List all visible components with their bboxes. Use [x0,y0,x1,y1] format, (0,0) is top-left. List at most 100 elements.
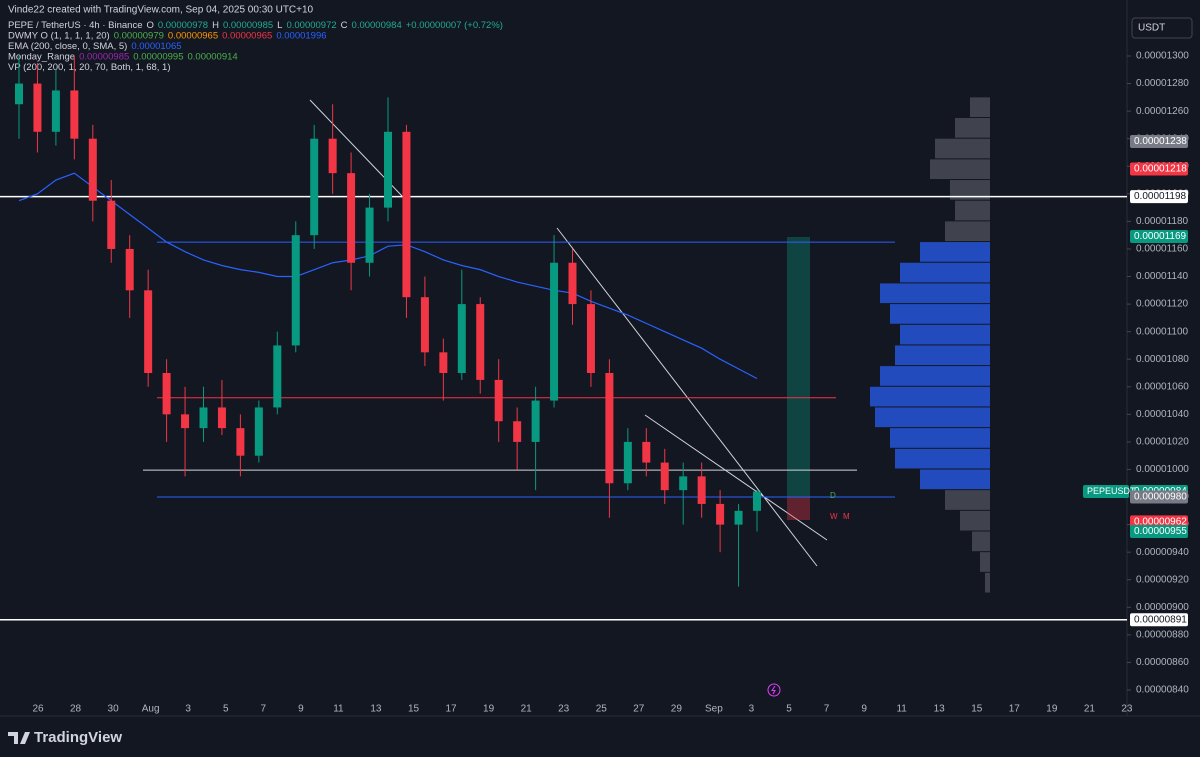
level-mark: D [830,491,836,500]
x-tick-label: 30 [108,704,120,715]
y-tick-label: 0.00001300 [1136,51,1189,62]
x-tick-label: 23 [1121,704,1133,715]
symbol-tag-label: PEPEUSDT [1087,486,1136,496]
x-tick-label: 11 [333,704,344,715]
y-tick-label: 0.00001060 [1136,381,1189,392]
event-bolt [771,685,776,695]
y-tick-label: 0.00001160 [1136,244,1189,255]
currency-button[interactable] [1131,17,1193,39]
candle-body [513,421,522,442]
candle-body [347,173,356,263]
y-tick-label: 0.00000880 [1136,630,1189,641]
volume-profile-bar [950,180,990,200]
legend-item: DWMY O (1, 1, 1, 1, 20) [8,30,110,41]
legend-item: 0.00000914 [187,51,237,62]
x-tick-label: 3 [749,704,755,715]
candle-body [384,131,392,208]
drawings [309,99,828,697]
volume-profile-bar [880,366,990,386]
candle-body [476,304,485,380]
chart-title: Vinde22 created with TradingView.com, Se… [8,5,314,16]
volume-profile-bar [955,118,990,138]
x-tick-label: 19 [1046,704,1058,715]
x-tick-label: 9 [298,704,304,715]
price-tag [1130,162,1188,176]
volume-profile-bar [960,510,990,531]
candle-body [439,352,448,373]
x-tick-label: 21 [1084,704,1096,715]
volume-profile-bar [875,407,990,428]
volume-profile-bar [870,386,990,407]
price-tag [1130,134,1188,148]
x-tick-label: 5 [786,704,792,715]
candle-body [15,83,23,105]
legend-line: EMA (200, close, 0, SMA, 5) 0.00001065 [8,41,182,52]
volume-profile-bar [880,283,990,304]
y-tick-label: 0.00000860 [1136,657,1189,668]
brand-name: TradingView [34,729,122,746]
x-tick-label: Aug [142,704,160,715]
event-icon[interactable] [767,683,781,697]
legend-item: 0.00000965 [168,30,218,41]
legend-item: 0.00001065 [131,41,181,52]
volume-profile-bar [985,572,990,593]
candle-body [33,83,42,132]
legend-line: DWMY O (1, 1, 1, 1, 20) 0.00000979 0.00000… [8,30,327,41]
trend-line [644,414,828,541]
x-tick-label: 13 [934,704,946,715]
price-tag-label: 0.00001238 [1134,136,1187,147]
x-tick-label: 19 [483,704,495,715]
candle-body [51,90,60,132]
x-tick-label: 25 [596,704,608,715]
x-tick-label: 7 [261,704,267,715]
legend-item: PEPE / TetherUS · 4h · Binance [8,20,142,31]
volume-profile-bar [895,345,990,366]
candle-body [531,400,540,442]
x-tick-label: Sep [705,704,723,715]
y-tick-label: 0.00000920 [1136,574,1189,585]
volume-profile-bar [900,262,990,283]
legend-item: 0.00000978 [158,20,208,31]
candle-body [254,407,263,456]
price-tag-label: 0.00000955 [1134,526,1187,537]
candle-body [605,373,614,484]
ema-line [18,172,758,380]
legend-item: 0.00000995 [133,51,183,62]
x-tick-label: 11 [896,704,907,715]
legend-line: PEPE / TetherUS · 4h · Binance O 0.0000097… [8,20,503,31]
price-tag-label: 0.00001218 [1134,164,1187,175]
volume-profile-bar [945,490,990,510]
candle-body [199,407,208,429]
price-tag [1130,490,1188,504]
legend-item: 0.00000985 [223,20,273,31]
candle-body [365,207,374,263]
trend-line [556,227,818,567]
level-mark: W [830,512,838,521]
x-tick-label: 17 [1009,704,1021,715]
candle-body [310,138,319,236]
y-tick-label: 0.00000900 [1136,602,1189,613]
candle-body [457,304,466,373]
candle-body [642,441,651,463]
candle-body [402,131,411,298]
y-tick-label: 0.00000840 [1136,685,1189,696]
price-tag [1130,190,1188,204]
volume-profile-bar [890,428,990,448]
legend-item: L [277,20,282,31]
candle-body [217,407,226,429]
price-tag-label: 0.00000980 [1134,492,1187,503]
candle-body [236,428,245,456]
candle-body [586,304,595,373]
symbol-tag [1083,485,1129,499]
volume-profile-bar [970,97,990,118]
candle-body [181,414,190,429]
candle-body [679,476,688,491]
candle-body [162,373,171,415]
candle-body [753,491,761,511]
x-tick-label: 13 [370,704,382,715]
y-tick-label: 0.00001120 [1136,299,1189,310]
volume-profile-bar [895,448,990,469]
volume-profile-bar [980,552,990,572]
legend-item: 0.00000965 [222,30,272,41]
